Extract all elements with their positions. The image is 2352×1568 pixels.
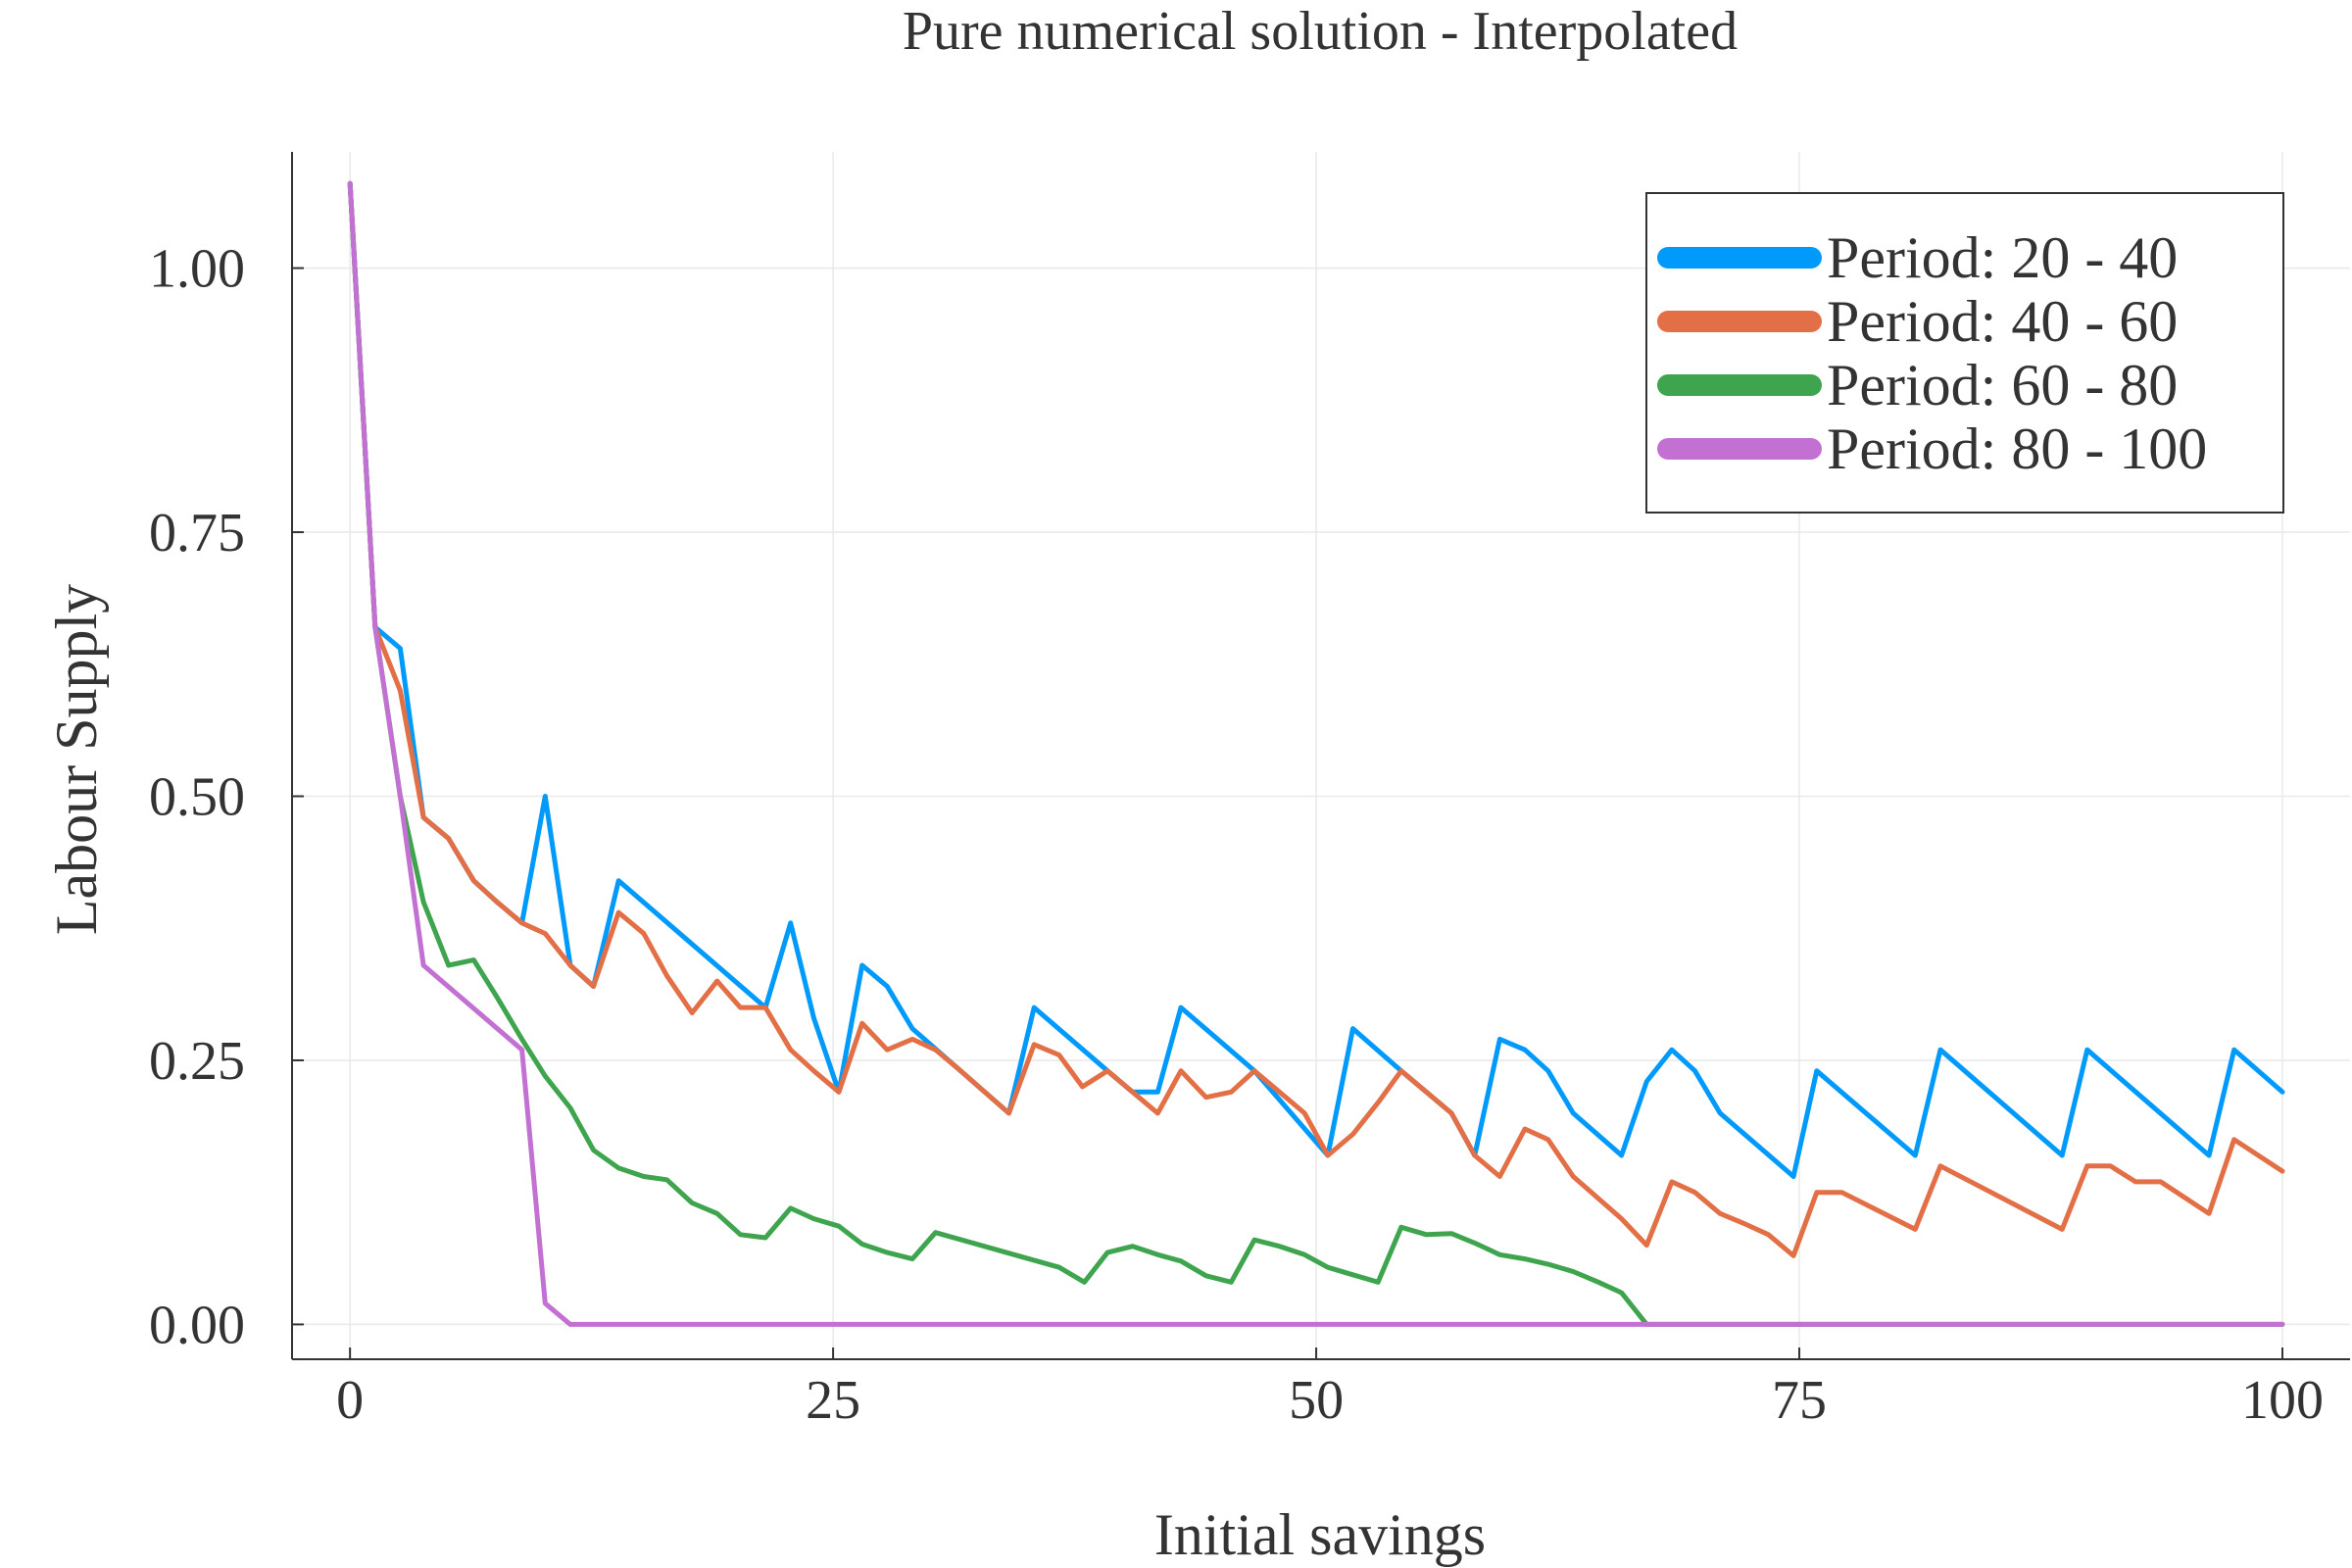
y-tick-label: 0.25 xyxy=(149,1031,245,1092)
series-group xyxy=(347,180,2285,1327)
chart-title: Pure numerical solution - Interpolated xyxy=(903,1,1738,62)
y-axis-label: Labour Supply xyxy=(44,584,109,935)
legend-label-4: Period: 80 - 100 xyxy=(1827,416,2207,481)
y-tick-label: 0.50 xyxy=(149,766,245,827)
x-tick-label: 50 xyxy=(1289,1370,1344,1431)
series-line-4 xyxy=(347,180,2285,1327)
x-axis-label: Initial savings xyxy=(1154,1502,1486,1567)
y-ticks: 0.00 0.25 0.50 0.75 1.00 xyxy=(149,239,304,1355)
x-tick-label: 25 xyxy=(806,1370,860,1431)
y-tick-label: 0.00 xyxy=(149,1295,245,1355)
x-tick-label: 100 xyxy=(2241,1370,2324,1431)
axes xyxy=(291,152,2350,1360)
x-ticks: 0 25 50 75 100 xyxy=(336,1348,2324,1431)
series-line-3 xyxy=(347,180,2285,1327)
legend-label-3: Period: 60 - 80 xyxy=(1827,353,2178,417)
x-tick-label: 0 xyxy=(336,1370,364,1431)
series-line-2 xyxy=(347,180,2285,1258)
x-tick-label: 75 xyxy=(1772,1370,1827,1431)
series-line-1 xyxy=(347,180,2285,1179)
legend-label-2: Period: 40 - 60 xyxy=(1827,289,2178,354)
y-tick-label: 0.75 xyxy=(149,503,245,564)
legend-label-1: Period: 20 - 40 xyxy=(1827,225,2178,290)
y-tick-label: 1.00 xyxy=(149,239,245,300)
